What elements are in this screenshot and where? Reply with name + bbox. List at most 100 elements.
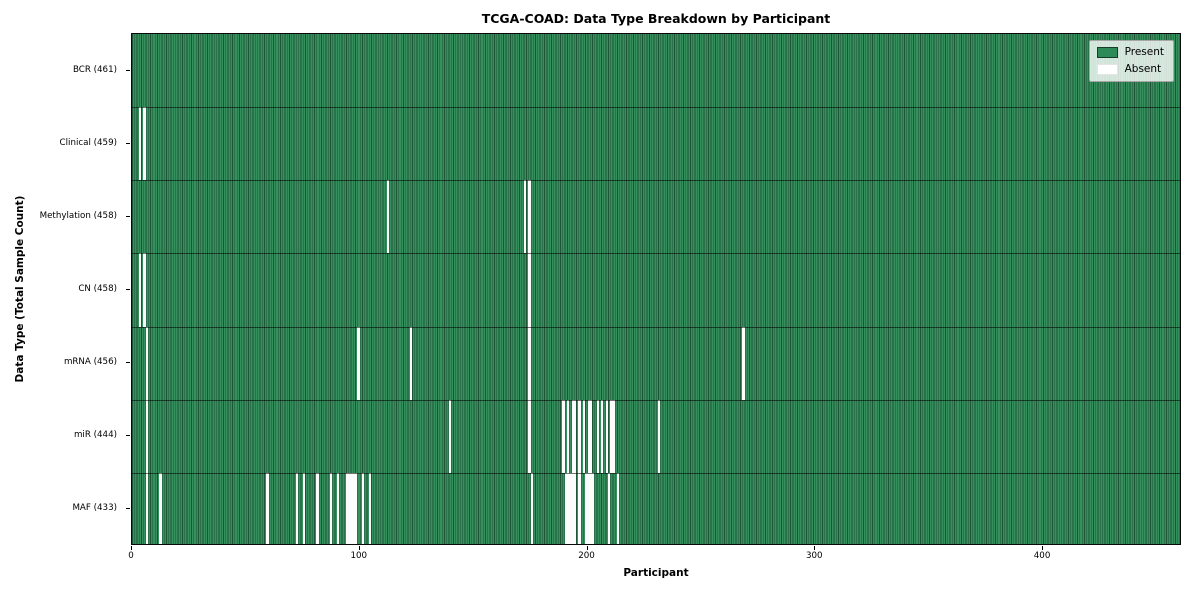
row-band-miR [132, 399, 1180, 473]
absent-line-MAF-p81 [316, 472, 319, 544]
absent-line-miR-p196 [578, 399, 581, 473]
absent-line-CN-p5 [143, 253, 146, 327]
absent-line-MAF-p191 [567, 472, 570, 544]
y-tick-label-mRNA: mRNA (456) [63, 357, 117, 368]
absent-line-miR-p191 [567, 399, 570, 473]
absent-line-CN-p174 [528, 253, 531, 327]
absent-line-mRNA-p99 [357, 326, 360, 400]
y-tick-mark-Methylation [126, 215, 130, 217]
absent-line-miR-p193 [571, 399, 574, 473]
absent-line-MAF-p101 [362, 472, 365, 544]
x-tick-mark-200 [586, 546, 588, 550]
absent-line-MAF-p202 [592, 472, 595, 544]
absent-line-mRNA-p174 [528, 326, 531, 400]
y-tick-label-miR: miR (444) [73, 430, 117, 441]
absent-line-miR-p204 [596, 399, 599, 473]
x-axis-label: Participant [623, 567, 689, 579]
legend: Present Absent [1088, 40, 1174, 82]
x-tick-label-200: 200 [578, 551, 595, 561]
absent-line-miR-p206 [601, 399, 604, 473]
absent-line-miR-p189 [562, 399, 565, 473]
y-tick-label-Methylation: Methylation (458) [39, 210, 117, 221]
heatmap-canvas [132, 34, 1180, 544]
absent-line-mRNA-p268 [742, 326, 745, 400]
y-tick-mark-MAF [126, 508, 130, 510]
absent-line-Methylation-p112 [387, 180, 390, 254]
absent-line-MAF-p200 [587, 472, 590, 544]
absent-line-miR-p211 [612, 399, 615, 473]
absent-line-mRNA-p6 [145, 326, 148, 400]
absent-line-miR-p194 [573, 399, 577, 473]
absent-line-MAF-p209 [608, 472, 611, 544]
absent-line-MAF-p95 [348, 472, 351, 544]
x-tick-mark-400 [1042, 546, 1044, 550]
absent-line-Clinical-p5 [143, 107, 146, 181]
absent-line-MAF-p199 [585, 472, 588, 544]
y-tick-label-CN: CN (458) [78, 284, 117, 294]
absent-line-MAF-p12 [159, 472, 162, 544]
absent-line-MAF-p213 [617, 472, 620, 544]
absent-line-miR-p200 [587, 399, 590, 473]
legend-absent-swatch [1096, 63, 1118, 75]
y-tick-mark-miR [126, 435, 130, 437]
absent-line-MAF-p201 [589, 472, 593, 544]
y-tick-mark-CN [126, 289, 130, 290]
absent-line-miR-p208 [605, 399, 609, 473]
absent-line-Methylation-p174 [528, 180, 531, 254]
legend-present-swatch [1096, 46, 1118, 58]
absent-line-MAF-p90 [336, 472, 340, 544]
y-tick-label-Clinical: Clinical (459) [59, 137, 117, 148]
x-tick-mark-300 [814, 546, 816, 550]
x-tick-mark-100 [358, 546, 360, 550]
legend-absent-label: Absent [1124, 63, 1162, 75]
absent-line-mRNA-p122 [409, 326, 413, 400]
absent-line-miR-p139 [448, 399, 451, 473]
absent-line-miR-p210 [610, 399, 613, 473]
chart-title: TCGA-COAD: Data Type Breakdown by Partic… [481, 11, 831, 26]
absent-line-MAF-p192 [569, 472, 572, 544]
absent-line-MAF-p72 [295, 472, 299, 544]
y-axis-label-text: Data Type (Total Sample Count) [14, 195, 26, 383]
row-band-Clinical [132, 107, 1180, 180]
plot-area: Present Absent [131, 33, 1181, 545]
absent-line-MAF-p193 [571, 472, 574, 544]
absent-line-CN-p3 [138, 253, 142, 327]
absent-line-MAF-p98 [355, 472, 358, 544]
x-tick-label-400: 400 [1033, 551, 1051, 561]
row-band-mRNA [132, 326, 1180, 400]
x-tick-label-300: 300 [806, 551, 823, 561]
absent-line-MAF-p196 [578, 472, 581, 544]
row-band-CN [132, 253, 1180, 326]
absent-line-MAF-p59 [266, 472, 269, 544]
x-tick-mark-0 [131, 546, 132, 550]
absent-line-miR-p198 [582, 399, 586, 473]
legend-item-present: Present [1096, 46, 1164, 58]
legend-item-absent: Absent [1096, 63, 1164, 75]
absent-line-Clinical-p3 [138, 107, 142, 181]
absent-line-MAF-p97 [352, 472, 356, 544]
absent-line-MAF-p75 [302, 472, 306, 544]
absent-line-miR-p201 [589, 399, 593, 473]
absent-line-MAF-p190 [564, 472, 568, 544]
absent-line-miR-p231 [658, 399, 661, 473]
absent-line-Methylation-p172 [523, 180, 527, 254]
legend-present-label: Present [1124, 46, 1164, 58]
absent-line-MAF-p94 [346, 472, 349, 544]
absent-line-MAF-p194 [573, 472, 577, 544]
row-band-Methylation [132, 180, 1180, 253]
x-tick-label-0: 0 [128, 551, 134, 561]
cell-edge-texture [132, 34, 1180, 544]
absent-line-MAF-p6 [145, 472, 148, 544]
x-tick-label-100: 100 [350, 551, 368, 561]
row-band-BCR [132, 34, 1180, 107]
y-tick-mark-BCR [126, 69, 130, 71]
absent-line-miR-p6 [145, 399, 148, 473]
absent-line-miR-p174 [528, 399, 531, 473]
y-tick-mark-Clinical [126, 142, 130, 144]
absent-line-MAF-p175 [530, 472, 533, 544]
absent-line-MAF-p96 [350, 472, 353, 544]
y-tick-mark-mRNA [126, 362, 130, 364]
y-tick-label-MAF: MAF (433) [72, 503, 117, 514]
absent-line-MAF-p104 [368, 472, 372, 544]
